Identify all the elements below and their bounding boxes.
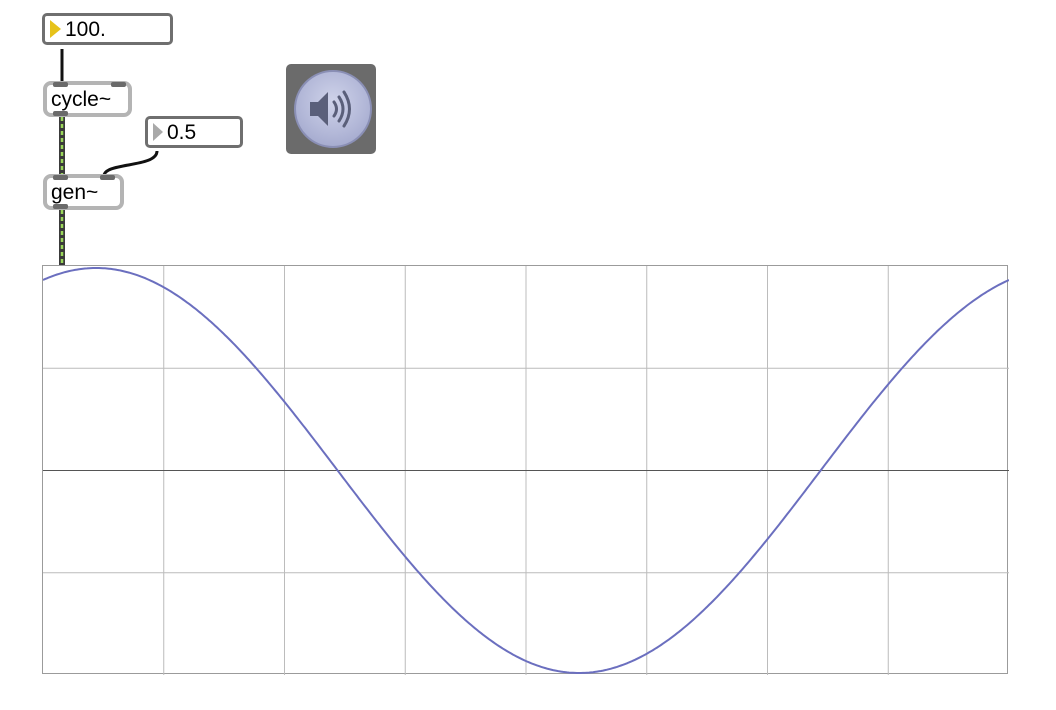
cycle-object[interactable]: cycle~	[43, 81, 132, 117]
control-cord-param	[102, 150, 159, 177]
ezdac-button[interactable]	[286, 64, 376, 154]
gen-inlet-right[interactable]	[100, 175, 115, 180]
cycle-inlet-right[interactable]	[111, 82, 126, 87]
number-triangle-icon	[50, 20, 61, 38]
number-triangle-icon	[153, 123, 163, 141]
frequency-number-box[interactable]: 100.	[42, 13, 173, 45]
scope-grid	[43, 266, 1009, 675]
speaker-icon	[310, 90, 351, 128]
cycle-label: cycle~	[51, 87, 112, 111]
gen-label: gen~	[51, 180, 99, 204]
gen-outlet[interactable]	[53, 204, 68, 209]
scope-plot	[43, 266, 1009, 675]
frequency-value: 100.	[65, 17, 106, 41]
param-value: 0.5	[167, 120, 197, 144]
cycle-inlet-left[interactable]	[53, 82, 68, 87]
cycle-outlet[interactable]	[53, 111, 68, 116]
scope-waveform	[43, 267, 1009, 674]
param-number-box[interactable]: 0.5	[145, 116, 243, 148]
gen-object[interactable]: gen~	[43, 174, 124, 210]
gen-inlet-left[interactable]	[53, 175, 68, 180]
oscilloscope-display[interactable]	[42, 265, 1009, 675]
